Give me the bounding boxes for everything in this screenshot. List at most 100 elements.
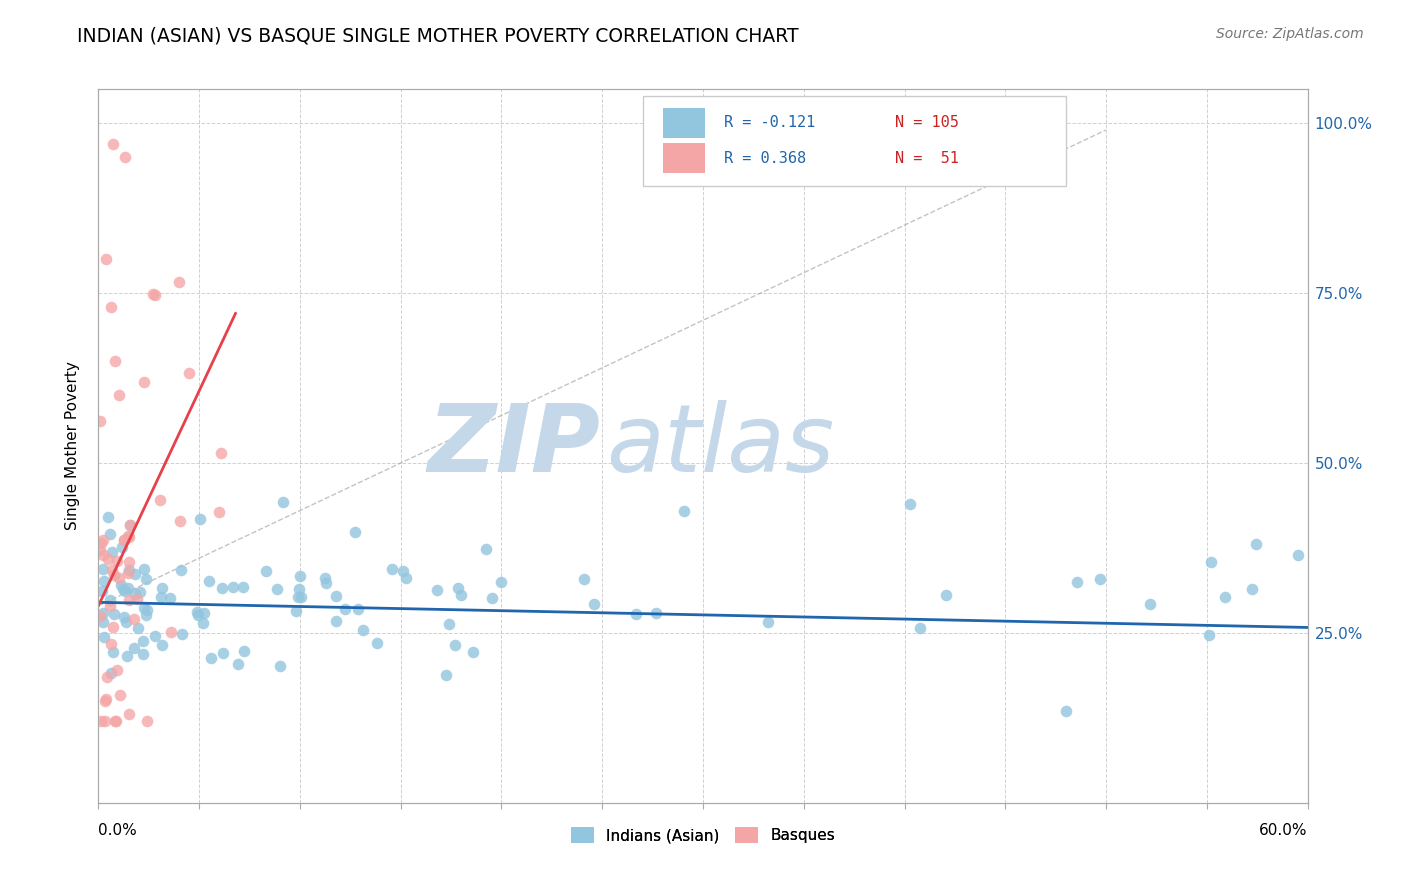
Point: [934, 588, 956, 602]
Point: [134, 600, 156, 615]
Point: [93, 630, 115, 644]
Point: [114, 584, 136, 599]
Point: [1088, 572, 1111, 586]
Text: ZIP: ZIP: [427, 400, 600, 492]
Text: 60.0%: 60.0%: [1260, 823, 1308, 838]
Point: [122, 641, 145, 656]
Point: [124, 587, 146, 601]
Point: [489, 575, 512, 590]
Point: [91, 533, 114, 547]
Point: [100, 666, 122, 681]
Point: [131, 648, 153, 662]
Point: [127, 621, 149, 635]
Point: [150, 638, 173, 652]
Point: [208, 505, 231, 519]
Point: [315, 576, 337, 591]
Point: [325, 614, 347, 628]
Point: [111, 541, 134, 555]
Point: [170, 627, 193, 641]
Point: [100, 637, 122, 651]
Point: [118, 518, 141, 533]
Point: [437, 617, 460, 632]
FancyBboxPatch shape: [643, 96, 1066, 186]
Point: [1199, 555, 1222, 569]
Point: [450, 588, 472, 602]
Point: [232, 580, 254, 594]
Point: [94, 692, 117, 706]
Point: [159, 591, 181, 605]
Point: [132, 562, 155, 576]
Point: [91, 584, 114, 599]
Point: [644, 606, 666, 620]
Point: [461, 645, 484, 659]
Point: [115, 649, 138, 664]
Point: [222, 580, 245, 594]
Point: [128, 585, 150, 599]
Point: [97, 551, 120, 566]
Point: [110, 578, 132, 592]
Point: [1198, 628, 1220, 642]
Point: [381, 562, 404, 576]
Point: [288, 569, 311, 583]
Point: [101, 620, 124, 634]
Point: [233, 644, 256, 658]
Point: [98, 599, 121, 613]
Point: [103, 645, 125, 659]
Point: [1213, 590, 1236, 604]
Point: [366, 636, 388, 650]
Point: [105, 663, 128, 677]
Point: [89, 543, 111, 558]
Point: [93, 694, 115, 708]
Point: [177, 366, 200, 380]
Point: [118, 555, 141, 569]
Point: [1286, 548, 1309, 562]
Text: R = -0.121: R = -0.121: [724, 115, 815, 130]
Point: [572, 572, 595, 586]
Point: [89, 609, 111, 624]
Point: [1066, 575, 1088, 590]
Text: 0.0%: 0.0%: [98, 823, 138, 838]
Point: [191, 616, 214, 631]
Point: [117, 581, 139, 595]
Point: [343, 525, 366, 540]
Point: [149, 492, 172, 507]
FancyBboxPatch shape: [664, 144, 706, 173]
Point: [98, 593, 121, 607]
Point: [447, 581, 470, 595]
Point: [107, 388, 129, 402]
Point: [391, 564, 413, 578]
Point: [127, 591, 149, 606]
Point: [104, 714, 127, 729]
Point: [1240, 582, 1263, 596]
Point: [212, 646, 235, 660]
Point: [188, 512, 211, 526]
Point: [103, 607, 125, 622]
Point: [209, 445, 232, 459]
Point: [187, 607, 209, 622]
Point: [96, 669, 118, 683]
Point: [444, 638, 467, 652]
Point: [103, 354, 125, 368]
Point: [475, 541, 498, 556]
Text: N = 105: N = 105: [896, 115, 959, 130]
Point: [112, 533, 135, 547]
Point: [93, 574, 115, 588]
Point: [211, 581, 233, 595]
Point: [91, 606, 114, 620]
Point: [143, 287, 166, 301]
Text: atlas: atlas: [606, 401, 835, 491]
Point: [198, 574, 221, 588]
Point: [120, 518, 142, 533]
Point: [101, 563, 124, 577]
Point: [131, 633, 153, 648]
Point: [266, 582, 288, 596]
Point: [117, 566, 139, 581]
Point: [284, 604, 307, 618]
Point: [103, 714, 125, 729]
Point: [1244, 537, 1267, 551]
Point: [111, 582, 134, 597]
Point: [118, 707, 141, 722]
Point: [756, 615, 779, 629]
Point: [90, 714, 112, 729]
Point: [186, 605, 208, 619]
